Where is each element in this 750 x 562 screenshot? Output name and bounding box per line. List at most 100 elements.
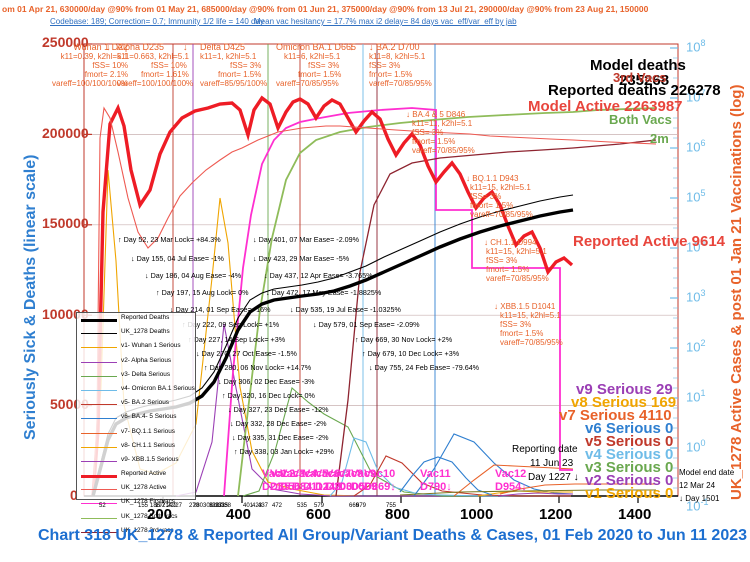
legend-swatch: [81, 432, 117, 434]
lock-annotation: ↓ Day 214, 01 Sep Ease= -16%: [170, 305, 271, 314]
xtick-minor: 320: [209, 503, 220, 509]
model-end-day: ↓ Day 1501: [679, 494, 720, 503]
lock-annotation: ↓ Day 332, 28 Dec Ease= -2%: [230, 419, 327, 428]
vac-label-vac5: Vac5: [303, 468, 329, 480]
variant-name: ↓ XBB.1.5 D1041: [494, 302, 556, 311]
legend-item[interactable]: v3- Delta Serious: [77, 370, 195, 384]
ytick-left-150000: 150000: [42, 215, 89, 231]
lock-annotation: ↑ Day 679, 10 Dec Lock= +3%: [362, 349, 460, 358]
legend-item[interactable]: v9- XBB.1.5 Serious: [77, 455, 195, 469]
reporting-date-label: Reporting date: [512, 444, 578, 455]
legend-label: v8- CH.1.1 Serious: [121, 441, 175, 449]
xtick-minor: 306: [203, 503, 214, 509]
lock-annotation: ↓ Day 186, 04 Aug Ease= -4%: [145, 271, 242, 280]
serious-count-v7: v7 Serious 4110: [559, 407, 672, 424]
vac-day-vac8: D300: [338, 481, 365, 493]
legend-item[interactable]: v8- CH.1.1 Serious: [77, 441, 195, 455]
vac-day-vac3: D56: [280, 481, 301, 493]
legend-item[interactable]: v2- Alpha Serious: [77, 356, 195, 370]
variant-block-delta: Delta D425 k11=1, k2hl=5.1 fSS= 3% fmort…: [200, 42, 267, 88]
serious-count-v3: v3 Serious 0: [585, 459, 674, 476]
legend-item[interactable]: UK_1278 Both vacs: [77, 512, 195, 526]
legend-label: UK_1278 Active: [121, 484, 167, 492]
legend-item[interactable]: UK_1278 Deaths: [77, 327, 195, 341]
lock-annotation: ↑ Day 669, 30 Nov Lock= +2%: [355, 335, 453, 344]
lock-annotation: ↓ Day 401, 07 Mar Ease= -2.09%: [253, 235, 360, 244]
variant-fss: fSS= 3%: [412, 128, 444, 137]
xtick-minor: 155: [138, 503, 149, 509]
legend-label: UK_1278 Both vacs: [121, 512, 178, 520]
variant-name-text: BA.2 D700: [376, 42, 420, 52]
ytick-right-1e1: 101: [686, 388, 706, 405]
xtick-minor: 332: [215, 503, 226, 509]
header-codebase: Codebase: 189; Correction= 0.7; Immunity…: [50, 17, 264, 26]
xtick-1200: 1200: [539, 506, 573, 523]
xtick-minor: 472: [272, 503, 283, 509]
vac-label-vac3: Vac3: [280, 468, 306, 480]
legend-swatch: [81, 404, 117, 406]
model-deaths-label: Model deaths: [590, 57, 686, 74]
vac-label-vac7: Vac7: [326, 468, 352, 480]
xtick-minor: 755: [386, 503, 397, 509]
legend-item[interactable]: v1- Wuhan 1 Serious: [77, 341, 195, 355]
legend-item[interactable]: v7- BQ.1.1 Serious: [77, 427, 195, 441]
variant-name: ↓ BA.4 & 5 D846: [406, 110, 466, 119]
xtick-minor: 222: [167, 503, 178, 509]
xtick-800: 800: [385, 506, 411, 523]
legend-swatch: [81, 319, 117, 322]
legend-swatch: [81, 531, 117, 533]
y-axis-title-right: UK_1278 Active Cases & post 01 Jan 21 Va…: [728, 84, 745, 500]
variant-block-bq11: ↓ BQ.1.1 D943 k11=15, k2hl=5.1 fSS= 3% f…: [466, 174, 533, 219]
legend-label: Reported Deaths: [121, 314, 170, 321]
xtick-minor: 401: [243, 503, 254, 509]
lock-annotation: ↑ Day 222, 09 Sep Lock= +1%: [182, 320, 280, 329]
legend-item[interactable]: UK_1278 Active: [77, 483, 195, 497]
legend-swatch: [81, 333, 117, 335]
legend-swatch: [81, 460, 117, 462]
legend-swatch: [81, 375, 117, 377]
vac-day-vac10: D669↓: [364, 481, 396, 493]
vac-label-vac1: Vac1: [262, 468, 287, 480]
xtick-minor: 437: [258, 503, 269, 509]
xtick-minor: 214: [162, 503, 173, 509]
legend-item[interactable]: v6- BA.4- 5 Serious: [77, 412, 195, 426]
variant-fss: fSS= 3%: [486, 256, 518, 265]
variant-block-wuhan: Wuhan 1 D22 k11=0.39, k2hl=5.1 fSS= 10% …: [52, 42, 128, 88]
vac-label-vac11: Vac11: [420, 468, 451, 480]
variant-arrow-alpha: ↓: [183, 42, 188, 52]
legend-label: UK_1278 Deaths: [121, 328, 170, 336]
variant-fmort: fmort= 1.61%: [141, 70, 189, 79]
vac-label-vac12: Vac12: [495, 468, 527, 480]
ytick-right-1e-1: 10-1: [686, 497, 709, 514]
vac-day-vac2: D35: [270, 481, 291, 493]
lock-annotation: ↑ Day 227, 14 Sep Lock= +3%: [188, 335, 286, 344]
xtick-minor: 679: [356, 503, 367, 509]
variant-vareff: vareff=70/85/95%: [412, 146, 475, 155]
variant-fss: fSS= 10%: [92, 61, 129, 70]
xtick-200: 200: [147, 506, 173, 523]
variant-k: k11=6, k2hl=5.1: [284, 52, 341, 61]
vac-label-vac8: Vac8: [338, 468, 364, 480]
legend-label: v5- BA.2 Serious: [121, 399, 169, 407]
variant-fmort: fmort= 2.1%: [84, 70, 129, 79]
variant-fmort: fmort= 1.5%: [500, 329, 544, 338]
model-active-value: Model Active 2263987: [528, 98, 683, 115]
lock-annotation: ↑ Day 280, 06 Nov Lock= +14.7%: [204, 363, 312, 372]
variant-block-ch11: ↓ CH.1.1 D994 k11=15, k2hl=5.1 fSS= 3% f…: [484, 238, 549, 283]
third-vacs-label: 3rd Vacs: [613, 70, 667, 85]
legend-item[interactable]: UK_1278 3rd vacs: [77, 526, 195, 540]
legend-item[interactable]: v5- BA.2 Serious: [77, 398, 195, 412]
variant-k: k11=15, k2hl=5.1: [470, 183, 531, 192]
y-axis-title-left: Seriously Sick & Deaths (linear scale): [22, 154, 39, 440]
legend-item[interactable]: v4- Omicron BA.1 Serious: [77, 384, 195, 398]
xtick-600: 600: [306, 506, 332, 523]
legend-swatch: [81, 361, 117, 363]
legend-item[interactable]: UK_1278 Firstvacs: [77, 497, 195, 511]
variant-fmort: fmort= 1.5%: [218, 70, 262, 79]
lock-annotation: ↑ Day 320, 16 Dec Lock= 0%: [222, 391, 315, 400]
legend-item[interactable]: Reported Deaths: [77, 313, 195, 327]
legend-item[interactable]: Reported Active: [77, 469, 195, 483]
legend-label: v3- Delta Serious: [121, 370, 171, 378]
header-topline: om 01 Apr 21, 630000/day @90% from 01 Ma…: [2, 4, 649, 14]
serious-count-v4: v4 Serious 0: [585, 446, 674, 463]
